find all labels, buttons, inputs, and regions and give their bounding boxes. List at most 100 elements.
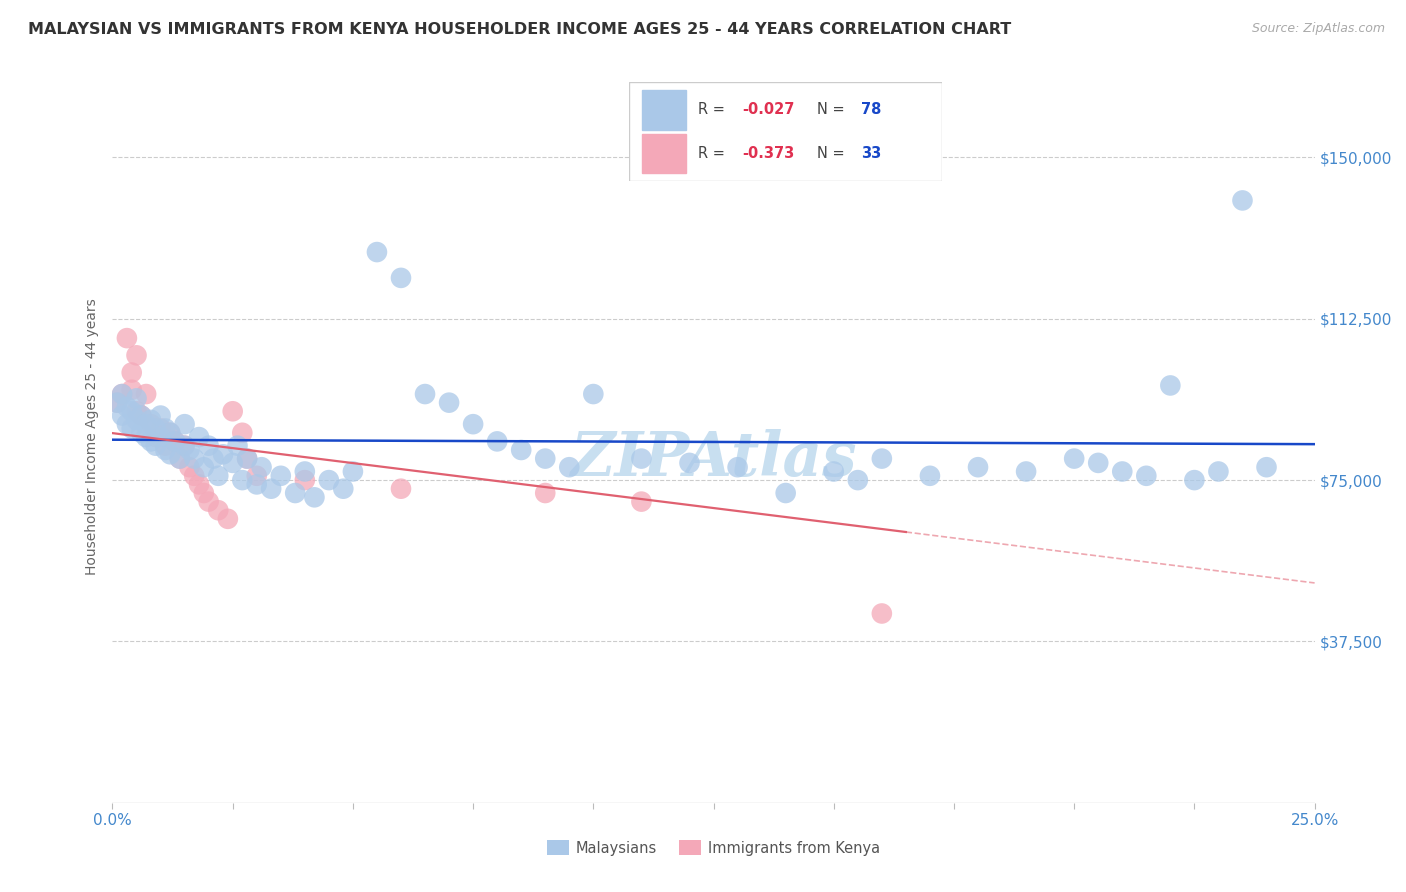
Point: [250, 460, 273, 475]
Point: [534, 451, 557, 466]
Point: [246, 468, 269, 483]
Point: [1184, 473, 1206, 487]
Point: [193, 460, 215, 475]
Point: [155, 421, 177, 435]
Point: [870, 607, 893, 621]
Point: [145, 430, 167, 444]
Text: MALAYSIAN VS IMMIGRANTS FROM KENYA HOUSEHOLDER INCOME AGES 25 - 44 YEARS CORRELA: MALAYSIAN VS IMMIGRANTS FROM KENYA HOUSE…: [28, 22, 1011, 37]
Point: [236, 451, 259, 466]
Point: [558, 460, 581, 475]
Point: [207, 503, 229, 517]
Point: [1087, 456, 1109, 470]
Point: [246, 477, 269, 491]
Point: [630, 451, 652, 466]
Legend: Malaysians, Immigrants from Kenya: Malaysians, Immigrants from Kenya: [541, 834, 886, 862]
Point: [437, 395, 460, 409]
Point: [173, 417, 195, 432]
Point: [179, 460, 201, 475]
Point: [188, 477, 211, 491]
Point: [121, 366, 143, 380]
Point: [163, 434, 186, 449]
Point: [139, 417, 162, 432]
Point: [222, 456, 245, 470]
Point: [1135, 468, 1157, 483]
Point: [294, 473, 316, 487]
Point: [222, 404, 245, 418]
Point: [125, 413, 148, 427]
Point: [183, 468, 205, 483]
Point: [389, 482, 412, 496]
Point: [188, 430, 211, 444]
Point: [389, 271, 412, 285]
Point: [284, 486, 307, 500]
Point: [139, 413, 162, 427]
Point: [193, 486, 215, 500]
Point: [260, 482, 283, 496]
Point: [159, 447, 181, 461]
Point: [125, 348, 148, 362]
Point: [159, 425, 181, 440]
Point: [967, 460, 990, 475]
Point: [270, 468, 292, 483]
Point: [111, 387, 134, 401]
Point: [217, 512, 239, 526]
Point: [183, 451, 205, 466]
Point: [155, 442, 177, 457]
Point: [1208, 465, 1230, 479]
Point: [115, 331, 138, 345]
Point: [202, 451, 225, 466]
Point: [1159, 378, 1181, 392]
Point: [149, 409, 172, 423]
Point: [145, 439, 167, 453]
Point: [159, 425, 181, 440]
Point: [823, 465, 845, 479]
Point: [163, 434, 186, 449]
Point: [207, 468, 229, 483]
Point: [534, 486, 557, 500]
Point: [139, 434, 162, 449]
Point: [173, 439, 195, 453]
Point: [510, 442, 533, 457]
Point: [197, 439, 219, 453]
Point: [131, 409, 153, 423]
Point: [155, 439, 177, 453]
Point: [413, 387, 436, 401]
Point: [131, 425, 153, 440]
Point: [169, 451, 191, 466]
Point: [179, 442, 201, 457]
Point: [197, 494, 219, 508]
Point: [236, 451, 259, 466]
Point: [366, 245, 388, 260]
Point: [461, 417, 484, 432]
Point: [727, 460, 749, 475]
Point: [121, 421, 143, 435]
Point: [105, 395, 128, 409]
Point: [332, 482, 354, 496]
Point: [294, 465, 316, 479]
Point: [125, 392, 148, 406]
Point: [582, 387, 605, 401]
Point: [121, 383, 143, 397]
Point: [678, 456, 700, 470]
Point: [1063, 451, 1085, 466]
Point: [169, 451, 191, 466]
Point: [121, 404, 143, 418]
Point: [125, 404, 148, 418]
Point: [145, 421, 167, 435]
Point: [342, 465, 364, 479]
Point: [105, 395, 128, 409]
Point: [111, 387, 134, 401]
Text: ZIPAtlas: ZIPAtlas: [571, 429, 856, 489]
Point: [226, 439, 249, 453]
Point: [870, 451, 893, 466]
Point: [1111, 465, 1133, 479]
Point: [135, 430, 157, 444]
Y-axis label: Householder Income Ages 25 - 44 years: Householder Income Ages 25 - 44 years: [86, 299, 100, 575]
Point: [131, 409, 153, 423]
Point: [212, 447, 235, 461]
Point: [231, 473, 253, 487]
Point: [135, 417, 157, 432]
Point: [486, 434, 509, 449]
Point: [173, 439, 195, 453]
Point: [318, 473, 340, 487]
